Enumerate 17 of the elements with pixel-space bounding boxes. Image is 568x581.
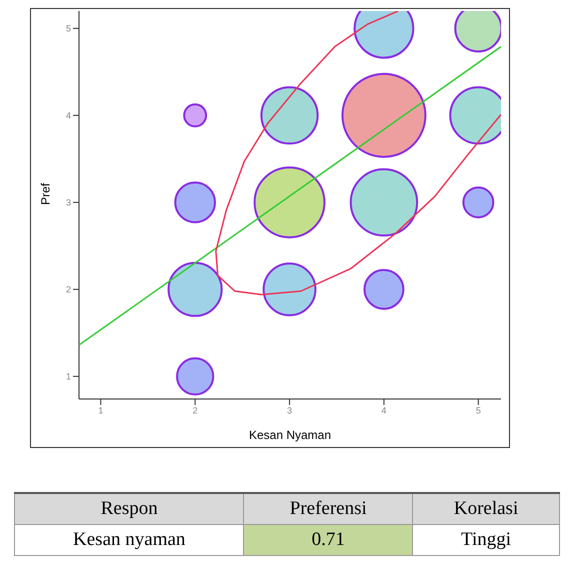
text: Preferensi <box>244 493 413 524</box>
x-tick-label: 4 <box>381 405 386 416</box>
x-axis-title: Kesan Nyaman <box>248 428 332 442</box>
x-tick-label: 3 <box>287 405 292 416</box>
text: Kesan nyaman <box>14 524 244 556</box>
y-tick-label: 5 <box>66 24 71 34</box>
text: Tinggi <box>412 524 560 556</box>
y-tick-label: 2 <box>66 284 71 295</box>
text: Korelasi <box>412 493 560 524</box>
x-tick-label: 2 <box>192 405 198 416</box>
y-tick-label: 4 <box>66 110 71 121</box>
y-tick-label: 3 <box>66 198 71 208</box>
x-tick-label: 5 <box>476 405 481 416</box>
y-tick-label: 1 <box>66 372 71 382</box>
x-tick-label: 1 <box>98 405 104 416</box>
text: Respon <box>14 493 244 524</box>
y-axis-title: Pref <box>38 182 52 205</box>
